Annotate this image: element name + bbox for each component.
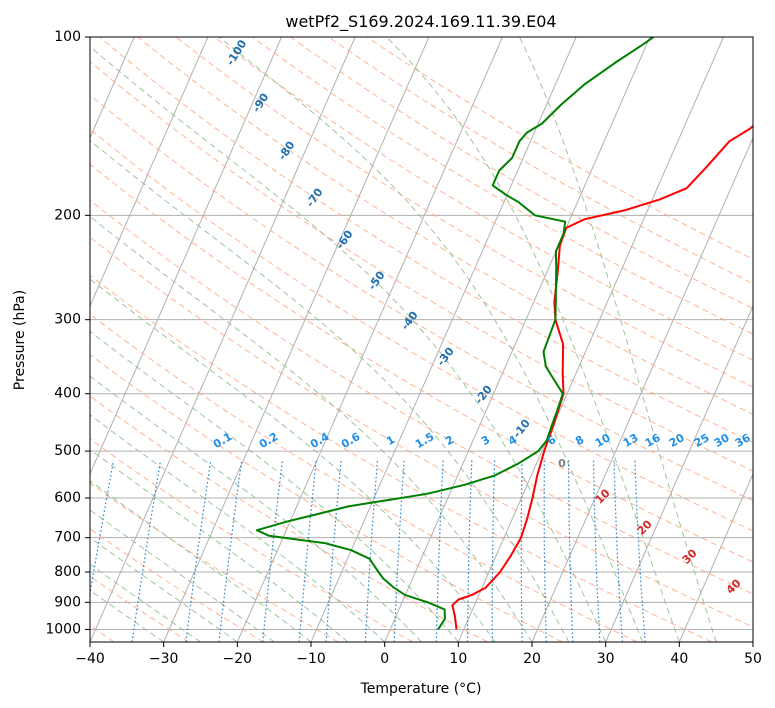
- moist-adiabat-line: [218, 37, 643, 642]
- y-tick-label: 800: [54, 564, 81, 580]
- isotherm-line: [90, 37, 209, 308]
- y-tick-label: 1000: [45, 621, 81, 637]
- moist-adiabat-line: [385, 37, 680, 642]
- dry-adiabat-line: [90, 313, 638, 642]
- dry-adiabat-line: [90, 163, 753, 563]
- y-tick-label: 600: [54, 490, 81, 506]
- x-axis: −40 −30 −20 −10 0 10 20 30 40 50: [75, 642, 762, 667]
- x-axis-title: Temperature (°C): [360, 681, 482, 697]
- y-tick-label: 900: [54, 594, 81, 610]
- x-tick-label: 50: [744, 651, 762, 667]
- y-axis-title: Pressure (hPa): [12, 290, 28, 390]
- mixing-ratio-line: [262, 460, 283, 642]
- dry-adiabat-line: [328, 37, 753, 285]
- y-tick-label: 200: [54, 207, 81, 223]
- y-tick-label: 300: [54, 312, 81, 328]
- chart-title: wetPf2_S169.2024.169.11.39.E04: [285, 12, 556, 32]
- y-tick-label: 400: [54, 386, 81, 402]
- isotherm-line: [236, 37, 503, 642]
- dry-adiabat-line: [252, 37, 753, 335]
- x-tick-label: 10: [449, 651, 467, 667]
- y-tick-label: 700: [54, 530, 81, 546]
- dry-adiabat-line: [90, 128, 753, 532]
- isotherm-line: [90, 37, 282, 476]
- moist-adiabat-line: [90, 448, 349, 642]
- dry-adiabat-line: [90, 353, 563, 642]
- x-tick-label: 20: [523, 651, 541, 667]
- dry-adiabat-line: [90, 94, 753, 502]
- isotherm-line: [384, 37, 651, 642]
- moist-adiabat-line: [518, 37, 717, 642]
- x-tick-label: −30: [149, 651, 179, 667]
- moist-adiabat-line: [90, 139, 570, 642]
- x-tick-label: −10: [296, 651, 326, 667]
- isotherm-line: [457, 37, 724, 642]
- x-tick-label: −40: [75, 651, 105, 667]
- isotherm-line: [531, 136, 753, 642]
- dry-adiabat-line: [90, 60, 753, 472]
- y-axis: 1000 900 800 700 600 500 400 300 200 100: [45, 29, 90, 637]
- isotherm-line: [90, 37, 356, 642]
- dewpoint-profile: [255, 37, 655, 630]
- dry-adiabat-line: [290, 37, 753, 310]
- dry-adiabat-line: [90, 199, 753, 595]
- plot-frame: [89, 36, 754, 643]
- moist-adiabat-line: [90, 414, 386, 642]
- y-tick-label: 500: [54, 443, 81, 459]
- moist-adiabat-line: [90, 330, 459, 642]
- isotherm-line: [605, 304, 753, 642]
- dry-adiabat-line: [90, 482, 339, 642]
- mixing-ratio-line: [218, 460, 243, 642]
- dry-adiabat-line: [90, 528, 264, 642]
- dry-adiabat-line: [90, 274, 712, 642]
- dry-adiabat-line: [366, 37, 753, 260]
- dry-adiabat-line: [90, 236, 753, 628]
- y-tick-label: 100: [54, 29, 81, 45]
- isotherm-line: [678, 472, 753, 642]
- mixing-ratio-line: [131, 460, 162, 642]
- isotherm-label: 0: [558, 457, 566, 470]
- moist-adiabat-line: [90, 589, 164, 642]
- x-tick-label: 0: [380, 651, 389, 667]
- mixing-ratio-line: [90, 460, 115, 597]
- moist-adiabat-line: [90, 278, 496, 642]
- moist-adiabat-line: [90, 46, 607, 642]
- mixing-ratio-line: [185, 460, 212, 642]
- dry-adiabat-line: [213, 37, 753, 361]
- moist-adiabat-line: [90, 215, 533, 642]
- x-tick-label: 30: [597, 651, 615, 667]
- isotherm-line: [163, 37, 430, 642]
- x-tick-label: 40: [670, 651, 688, 667]
- plot-area: [90, 37, 753, 642]
- x-tick-label: −20: [223, 651, 253, 667]
